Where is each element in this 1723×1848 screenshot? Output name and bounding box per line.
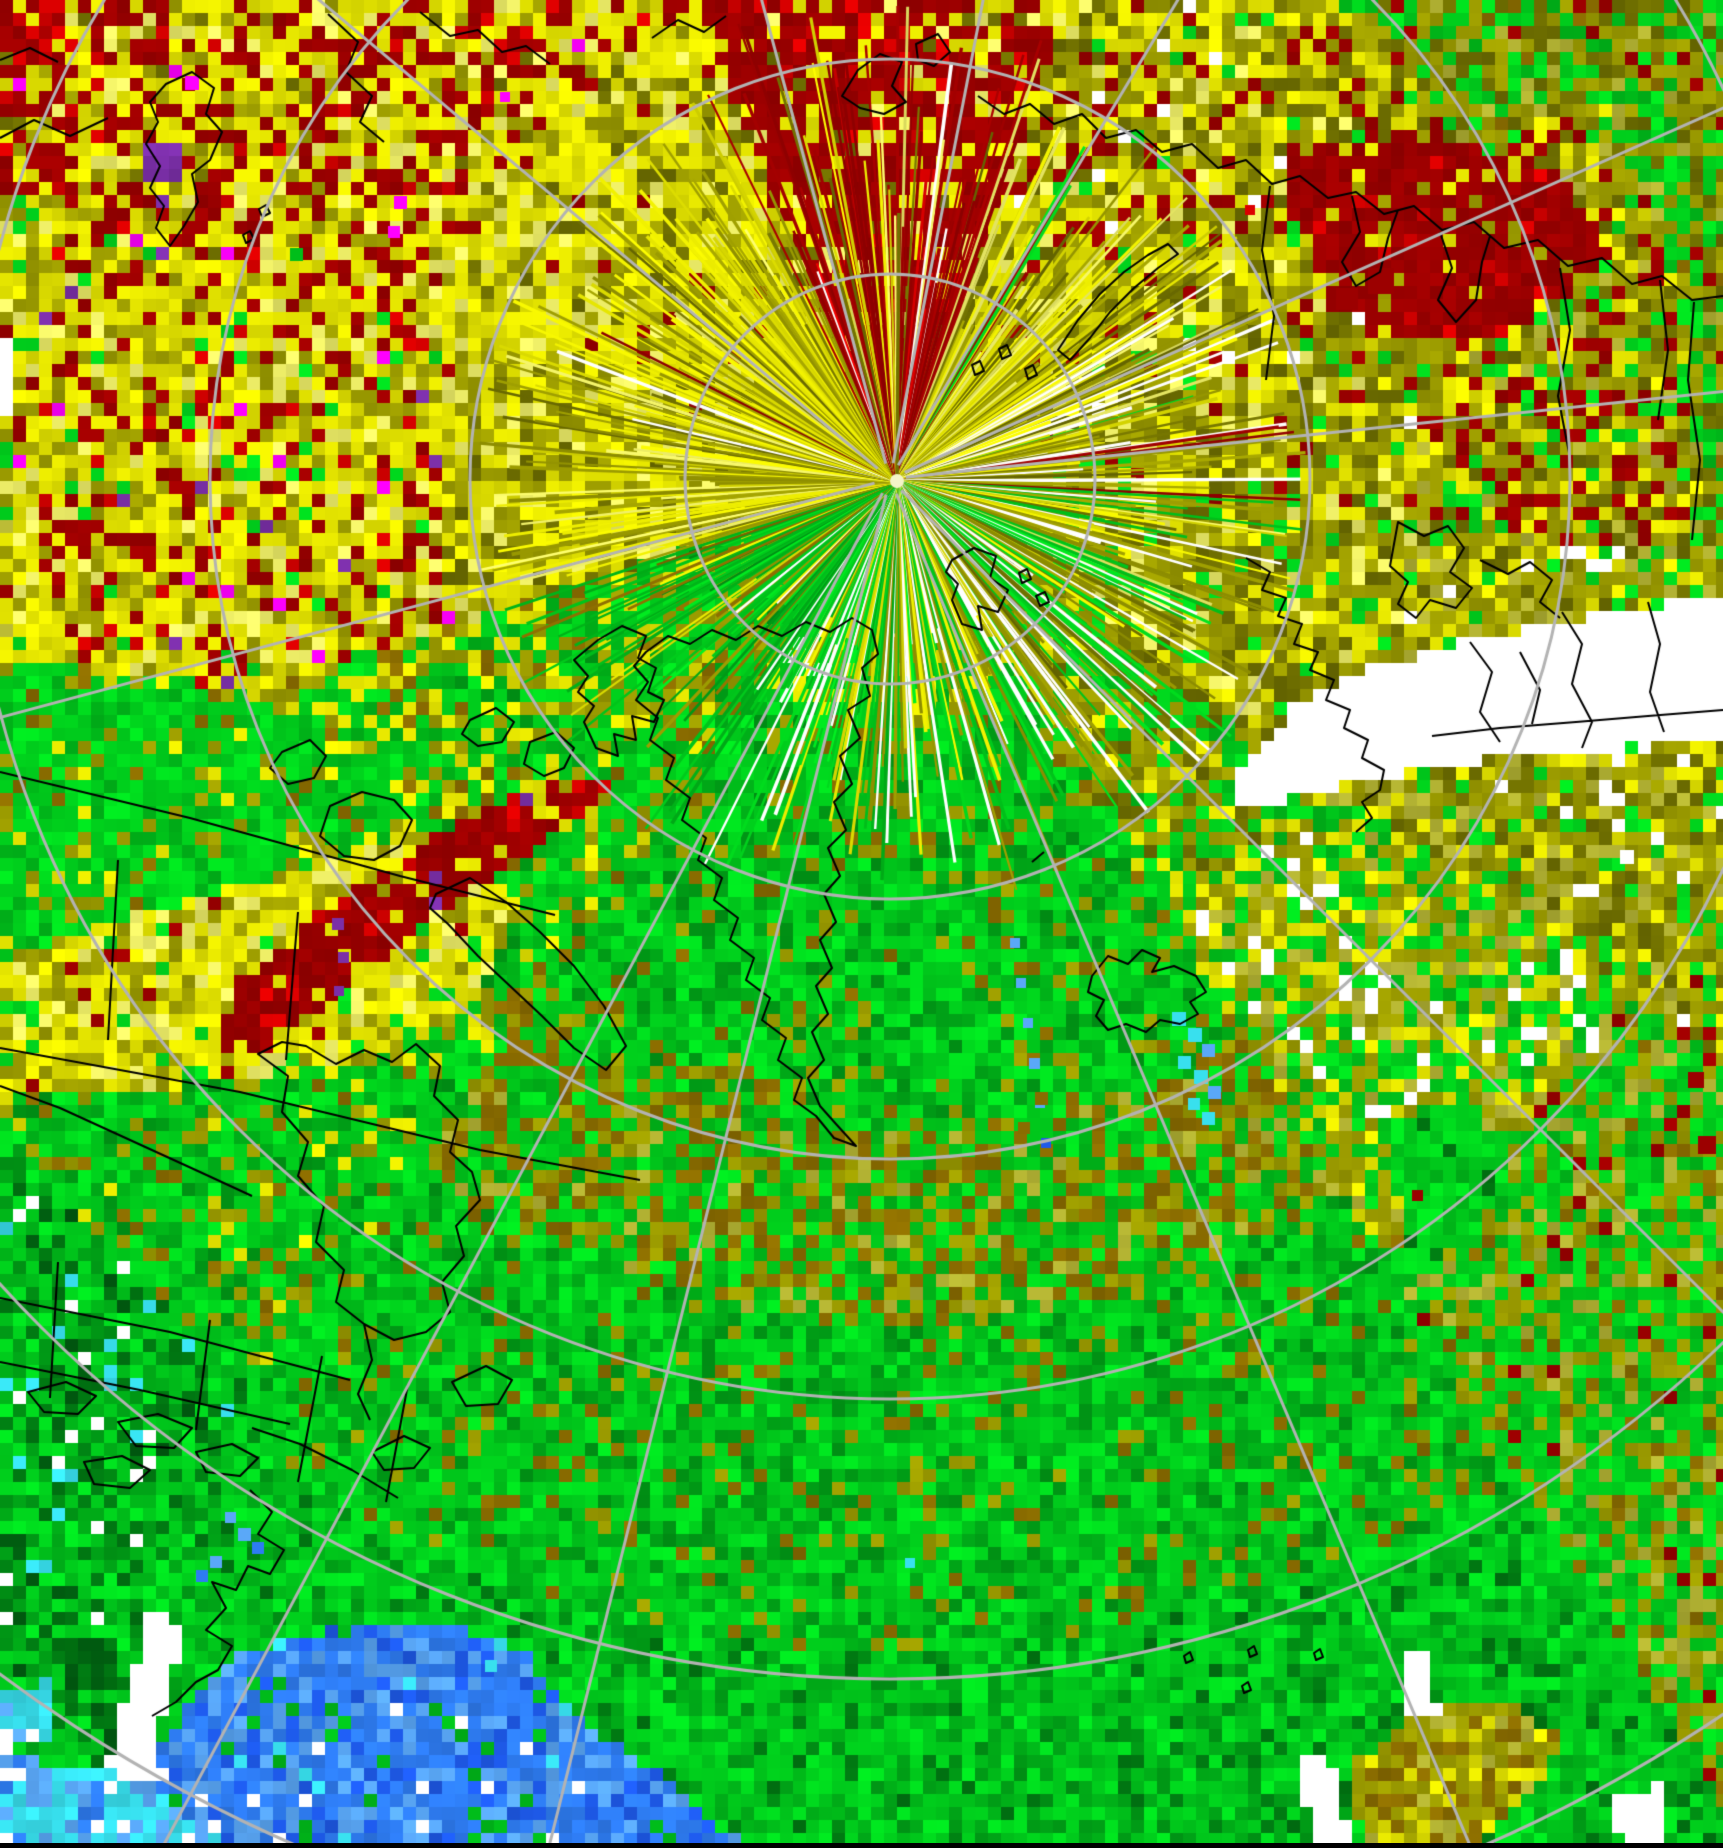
bottom-axis-line	[0, 1843, 1723, 1848]
map-caption: NASA SPoRT - Gridded NUCAPS (noaa20) - O…	[56, 1758, 969, 1848]
